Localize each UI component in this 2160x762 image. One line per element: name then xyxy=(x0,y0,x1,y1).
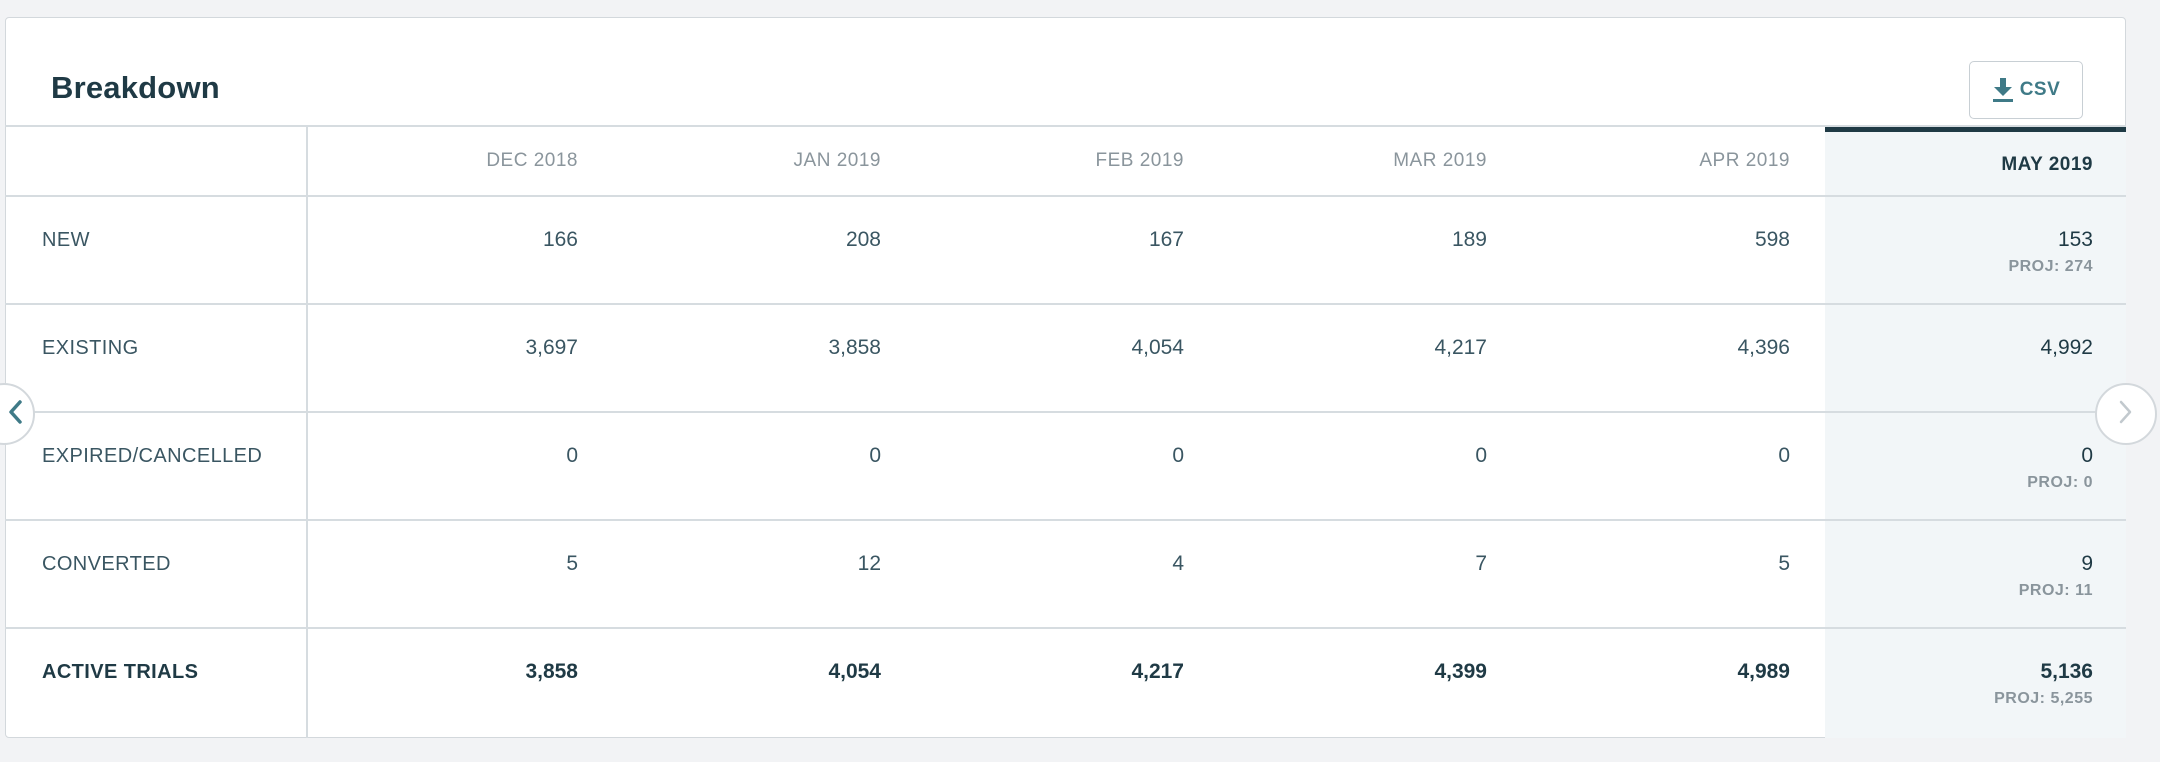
table-cell: 4,989 xyxy=(1737,660,1790,683)
projection-value: PROJ: 0 xyxy=(2027,474,2093,491)
column-header: APR 2019 xyxy=(1699,150,1790,171)
table-cell: 4,217 xyxy=(1131,660,1184,683)
divider xyxy=(5,519,2126,521)
column-header: FEB 2019 xyxy=(1095,150,1184,171)
divider xyxy=(5,195,2126,197)
table-cell: 3,858 xyxy=(828,336,881,359)
table-cell: 7 xyxy=(1475,552,1487,575)
projection-value: PROJ: 11 xyxy=(2018,582,2093,599)
column-header-active: MAY 2019 xyxy=(2001,154,2093,175)
column-header: MAR 2019 xyxy=(1393,150,1487,171)
breakdown-table: DEC 2018 JAN 2019 FEB 2019 MAR 2019 APR … xyxy=(5,125,2126,738)
current-month-column xyxy=(1825,125,2126,738)
csv-download-button[interactable]: CSV xyxy=(1969,61,2083,119)
table-cell: 4,054 xyxy=(828,660,881,683)
column-header: DEC 2018 xyxy=(486,150,578,171)
row-label: NEW xyxy=(42,229,90,251)
table-cell: 4,399 xyxy=(1434,660,1487,683)
table-cell: 5 xyxy=(1778,552,1790,575)
divider xyxy=(5,303,2126,305)
table-cell: 167 xyxy=(1148,228,1184,251)
table-cell: 3,858 xyxy=(525,660,578,683)
csv-label: CSV xyxy=(2019,79,2061,100)
row-label: EXISTING xyxy=(42,337,139,359)
table-cell: 598 xyxy=(1754,228,1790,251)
table-cell-current: 9 xyxy=(2081,552,2093,575)
divider xyxy=(5,627,2126,629)
table-cell-current: 4,992 xyxy=(2040,336,2093,359)
column-header: JAN 2019 xyxy=(793,150,881,171)
label-column-divider xyxy=(306,125,308,738)
divider xyxy=(5,125,2126,127)
table-cell: 0 xyxy=(1172,444,1184,467)
download-icon xyxy=(1992,77,2014,103)
table-cell: 0 xyxy=(1778,444,1790,467)
chevron-left-icon xyxy=(8,399,22,429)
card-title: Breakdown xyxy=(51,70,220,105)
table-cell: 12 xyxy=(857,552,881,575)
table-cell-current: 153 xyxy=(2057,228,2093,251)
projection-value: PROJ: 274 xyxy=(2008,258,2093,275)
table-cell: 5 xyxy=(566,552,578,575)
row-label: EXPIRED/CANCELLED xyxy=(42,445,263,467)
table-cell: 166 xyxy=(542,228,578,251)
table-cell: 0 xyxy=(566,444,578,467)
table-cell-current: 5,136 xyxy=(2040,660,2093,683)
table-cell: 0 xyxy=(1475,444,1487,467)
table-cell: 4,054 xyxy=(1131,336,1184,359)
table-cell: 4,396 xyxy=(1737,336,1790,359)
table-cell: 4,217 xyxy=(1434,336,1487,359)
table-cell: 208 xyxy=(845,228,881,251)
projection-value: PROJ: 5,255 xyxy=(1994,690,2093,707)
current-month-indicator xyxy=(1825,125,2126,132)
next-months-button[interactable] xyxy=(2095,383,2157,445)
table-cell: 0 xyxy=(869,444,881,467)
table-cell: 4 xyxy=(1172,552,1184,575)
breakdown-card: Breakdown CSV xyxy=(5,17,2126,738)
row-label: ACTIVE TRIALS xyxy=(42,661,199,683)
table-cell: 3,697 xyxy=(525,336,578,359)
table-cell-current: 0 xyxy=(2081,444,2093,467)
table-cell: 189 xyxy=(1451,228,1487,251)
chevron-right-icon xyxy=(2119,400,2133,429)
row-label: CONVERTED xyxy=(42,553,171,575)
divider xyxy=(5,411,2126,413)
